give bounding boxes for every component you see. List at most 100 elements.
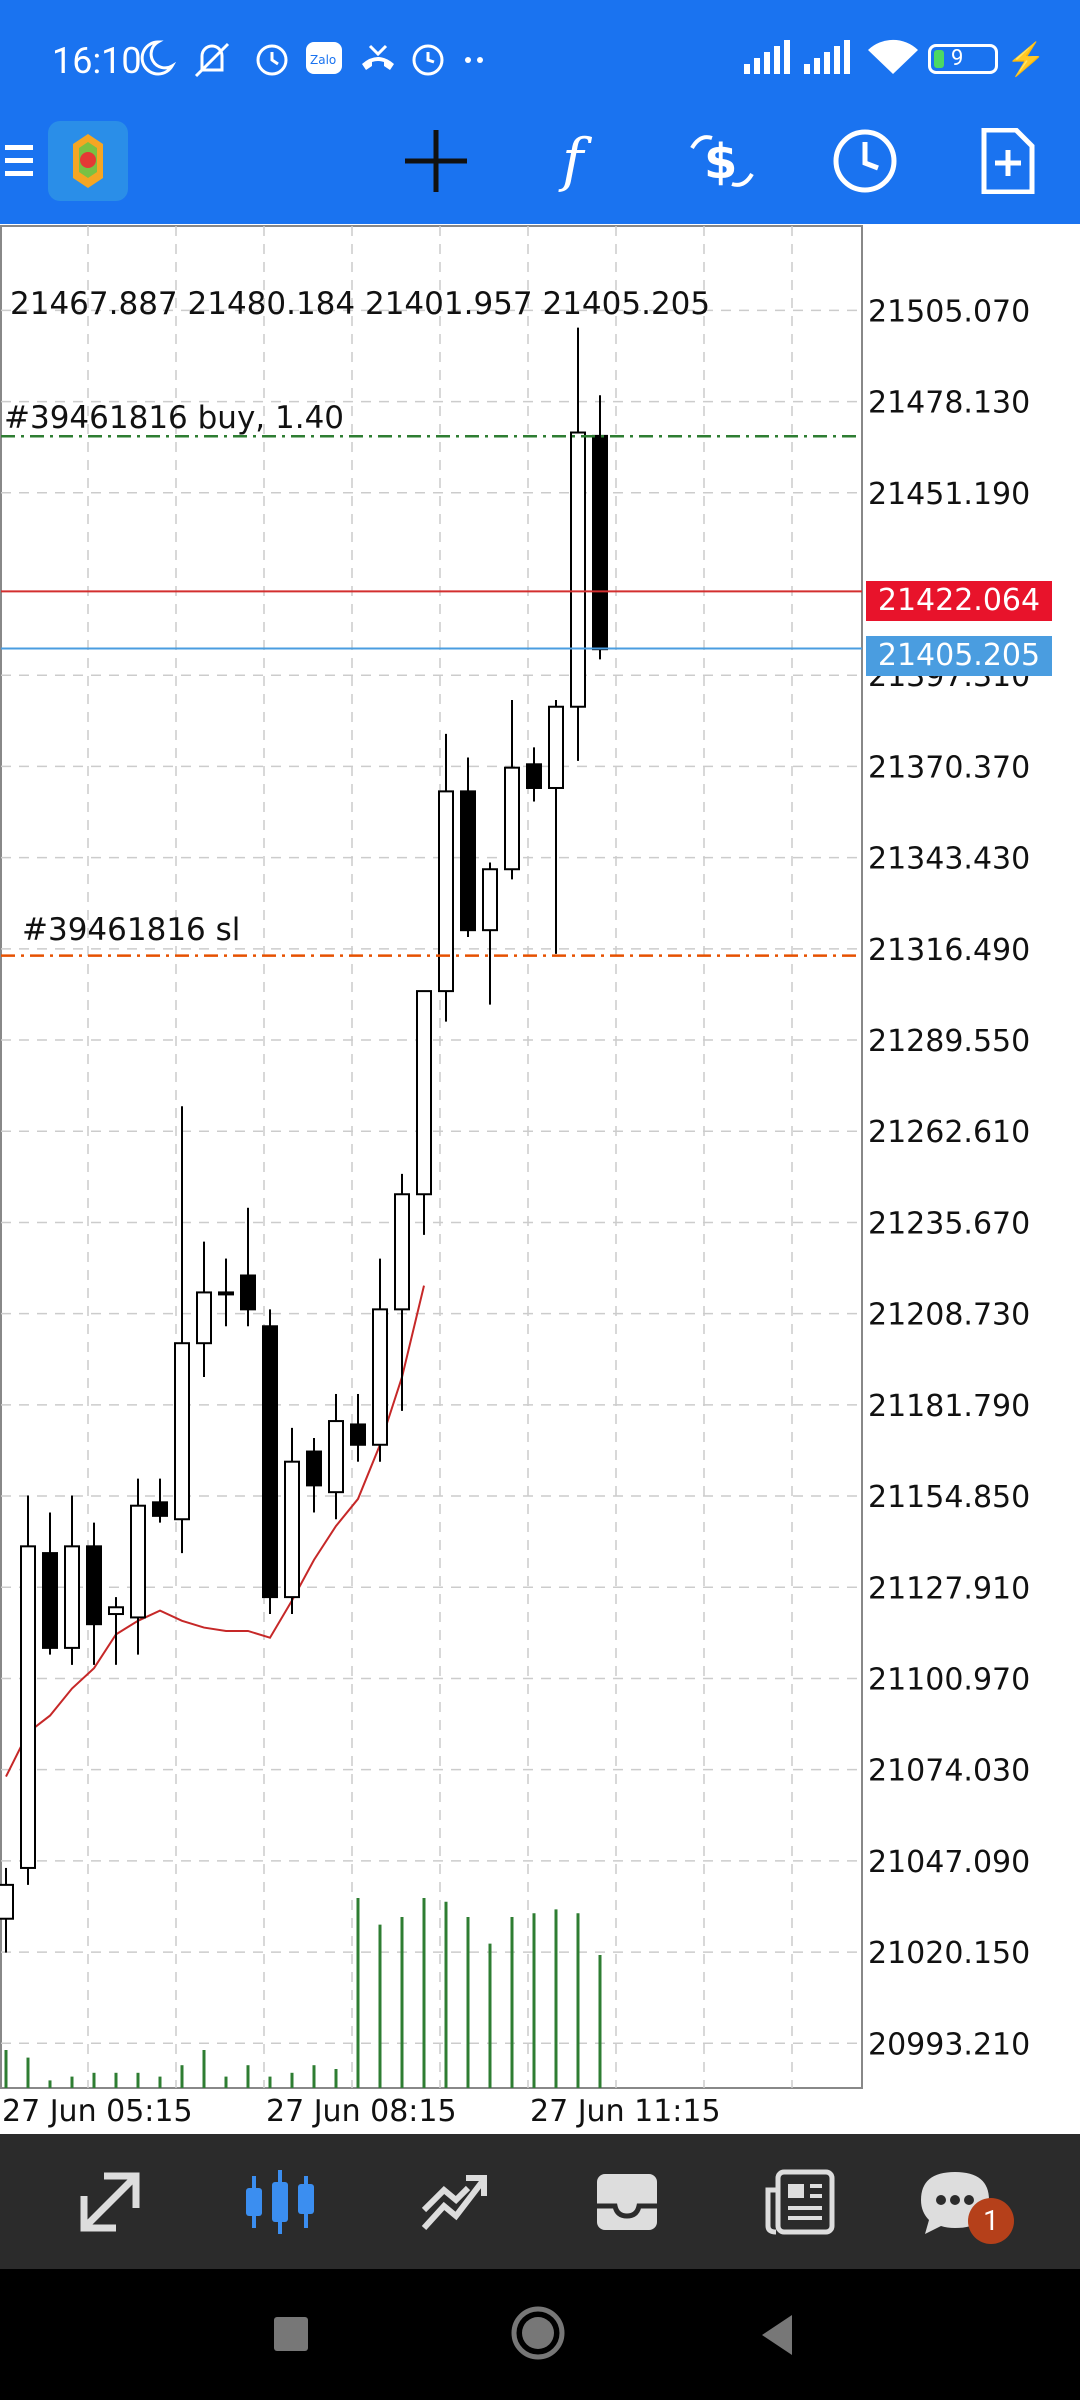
bearish-candle [350,1423,366,1446]
bearish-candle [526,763,542,789]
price-axis-label: 21100.970 [868,1662,1030,1697]
bullish-candle [438,790,454,993]
timeframe-button[interactable] [825,118,905,204]
price-axis-label: 21505.070 [868,294,1030,329]
price-axis-label: 21370.370 [868,750,1030,785]
wifi-icon [868,39,918,74]
battery-level: 9 [951,46,964,71]
price-axis-label: 21127.910 [868,1571,1030,1606]
messages-badge: 1 [968,2198,1014,2244]
nav-history[interactable] [557,2134,697,2269]
nav-news[interactable] [730,2134,870,2269]
bullish-candle [416,990,432,1196]
system-navigation-bar [0,2269,1080,2400]
bearish-candle [240,1274,256,1311]
bullish-candle [218,1291,234,1296]
ask-price-tag: 21422.064 [866,581,1052,621]
mute-icon [194,42,230,78]
signal-icons [744,40,850,74]
chart-area[interactable]: 21505.070 21478.130 21451.190 21397.310 2137… [0,224,1080,2134]
status-bar: 16:10 Zalo 9 ⚡ [0,0,1080,118]
stop-loss-label: #39461816 sl [22,912,241,948]
bullish-candle [372,1308,388,1446]
signal-icon [744,40,790,74]
chart-icon [246,2169,314,2234]
more-dots-icon [465,57,483,63]
quotes-icon [80,2172,140,2231]
bearish-candle [152,1501,168,1517]
nav-quotes[interactable] [40,2134,180,2269]
bullish-candle [482,868,498,932]
svg-text:$: $ [704,134,737,190]
bottom-navigation [0,2134,1080,2269]
bearish-candle [460,790,476,932]
price-axis-label: 21074.030 [868,1754,1030,1789]
price-axis-label: 20993.210 [868,2027,1030,2062]
bullish-candle [20,1545,36,1869]
home-button[interactable] [510,2305,566,2361]
price-axis-label: 21451.190 [868,477,1030,512]
price-axis-label: 21208.730 [868,1298,1030,1333]
trade-chart-icon [421,2174,487,2230]
price-axis-label: 21262.610 [868,1115,1030,1150]
history-icon [597,2173,657,2230]
trade-button[interactable]: $ [680,118,764,204]
time-axis-label: 27 Jun 05:15 [2,2094,193,2129]
buy-order-label: #39461816 buy, 1.40 [4,400,345,436]
price-axis-label: 21181.790 [868,1389,1030,1424]
alarm-icon [256,44,288,76]
plot-frame [0,225,863,2089]
zalo-icon: Zalo [306,42,342,74]
bearish-candle [592,434,608,651]
bearish-candle [42,1552,58,1649]
bullish-candle [0,1883,14,1920]
svg-text:Zalo: Zalo [310,53,336,67]
indicators-button[interactable]: f [540,118,620,204]
bid-price-tag: 21405.205 [866,636,1052,676]
bullish-candle [548,705,564,789]
bullish-candle [284,1460,300,1599]
new-order-button[interactable] [968,118,1048,204]
bullish-candle [328,1420,344,1494]
price-axis-label: 21343.430 [868,842,1030,877]
price-axis-label: 21047.090 [868,1845,1030,1880]
clock-icon [412,44,444,76]
moving-average-line [5,1285,425,1777]
price-axis-label: 21478.130 [868,386,1030,421]
bullish-candle [108,1606,124,1616]
bearish-candle [86,1545,102,1626]
price-axis-label: 21154.850 [868,1480,1030,1515]
bullish-candle [174,1342,190,1521]
menu-icon [5,145,33,176]
time-axis-label: 27 Jun 11:15 [530,2094,721,2129]
missed-call-icon [362,44,394,70]
bearish-candle [306,1450,322,1487]
moon-icon [140,40,177,76]
charging-icon: ⚡ [1006,40,1046,78]
signal-icon [804,40,850,74]
nav-trade[interactable] [384,2134,524,2269]
price-axis-label: 21289.550 [868,1024,1030,1059]
battery-icon: 9 [928,44,998,74]
price-axis-label: 21316.490 [868,933,1030,968]
app-logo-button[interactable] [46,118,130,204]
new-order-icon [981,128,1035,194]
price-chart[interactable]: 21505.07021478.13021451.19021397.3102137… [0,224,1080,2134]
price-axis-label: 21235.670 [868,1206,1030,1241]
price-axis-label: 21020.150 [868,1936,1030,1971]
bearish-candle [262,1325,278,1599]
bullish-candle [64,1545,80,1649]
bullish-candle [570,431,586,708]
back-button[interactable] [758,2313,798,2357]
bullish-candle [394,1193,410,1311]
news-icon [765,2169,835,2234]
bullish-candle [130,1504,146,1619]
svg-text:f: f [558,128,593,194]
nav-chart[interactable] [210,2134,350,2269]
recents-button[interactable] [272,2315,312,2355]
bullish-candle [504,766,520,871]
timeframe-icon [833,129,897,193]
menu-button[interactable] [0,118,40,204]
crosshair-button[interactable] [396,118,476,204]
